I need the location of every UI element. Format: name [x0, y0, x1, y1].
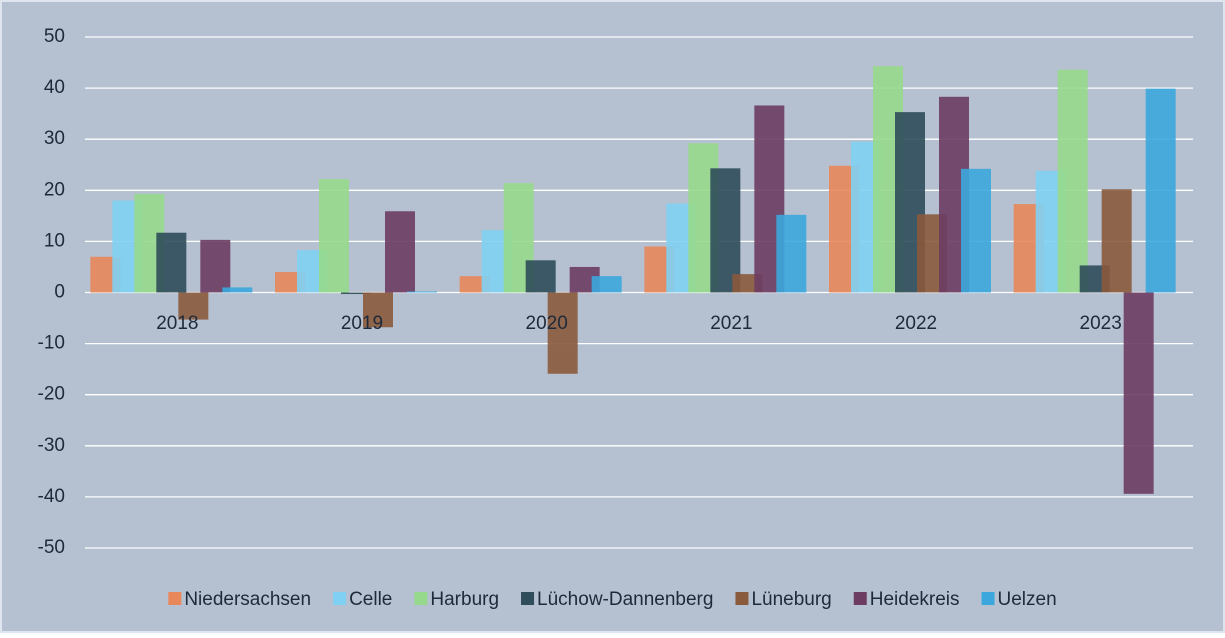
x-tick-label: 2022 [895, 313, 937, 334]
bar [547, 292, 578, 374]
bar [1145, 88, 1176, 293]
bar [200, 239, 231, 293]
x-tick-label: 2018 [156, 313, 198, 334]
y-tick-label: -20 [38, 384, 65, 405]
legend-label: Uelzen [998, 589, 1057, 610]
bar [591, 276, 622, 293]
legend-label: Lüneburg [751, 589, 831, 610]
y-tick-label: -30 [38, 435, 65, 456]
y-tick-label: 40 [44, 77, 65, 98]
legend-swatch [414, 592, 428, 605]
legend-swatch [735, 592, 749, 605]
y-tick-label: 30 [44, 128, 65, 149]
bar [385, 211, 415, 293]
y-tick-label: -40 [38, 486, 65, 507]
legend-swatch [981, 592, 995, 605]
bar [710, 168, 741, 293]
bar [407, 291, 437, 293]
x-tick-label: 2023 [1080, 313, 1122, 334]
y-tick-label: 10 [44, 230, 65, 251]
bar [156, 232, 187, 293]
y-tick-label: 20 [44, 179, 65, 200]
bar [341, 292, 371, 295]
x-tick-label: 2020 [526, 313, 568, 334]
y-tick-label: 50 [44, 26, 65, 47]
x-tick-label: 2019 [341, 313, 383, 334]
legend-swatch [521, 592, 535, 605]
bar [961, 168, 991, 293]
legend-label: Celle [349, 589, 392, 610]
bar [1123, 292, 1154, 494]
bar [222, 287, 253, 293]
bar [1101, 189, 1132, 293]
bar [363, 292, 393, 328]
bar [1057, 69, 1088, 293]
x-tick-label: 2021 [710, 313, 752, 334]
legend-label: Heidekreis [870, 589, 960, 610]
bar [525, 260, 556, 293]
legend-swatch [168, 592, 182, 605]
y-tick-label: 0 [54, 282, 65, 303]
y-tick-label: -10 [38, 333, 65, 354]
bar [178, 292, 209, 320]
bar [319, 179, 349, 293]
legend-label: Harburg [430, 589, 499, 610]
legend-label: Lüchow-Dannenberg [537, 589, 713, 610]
legend-swatch [333, 592, 347, 605]
bar [776, 214, 807, 293]
y-tick-label: -50 [38, 537, 65, 558]
legend-label: Niedersachsen [184, 589, 311, 610]
legend-swatch [853, 592, 867, 605]
